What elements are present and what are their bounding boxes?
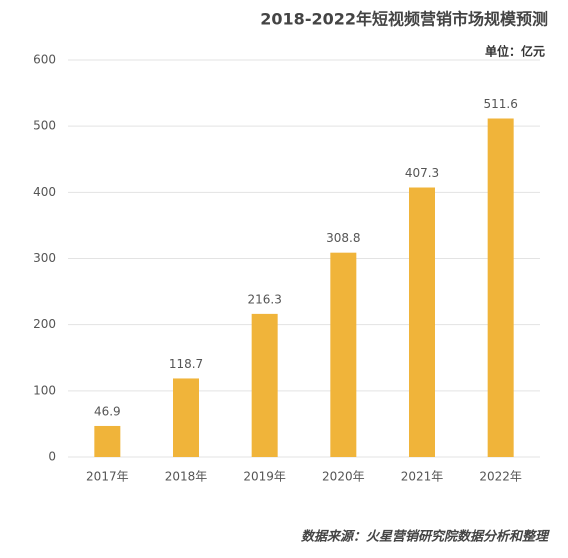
y-tick-label: 0 — [48, 450, 56, 464]
unit-label: 单位：亿元 — [485, 44, 545, 59]
x-tick-label: 2022年 — [479, 470, 522, 484]
source-note: 数据来源：火星营销研究院数据分析和整理 — [301, 529, 550, 545]
value-label: 216.3 — [247, 292, 281, 306]
value-label: 46.9 — [94, 404, 121, 418]
bar — [173, 378, 199, 457]
bar — [251, 313, 278, 457]
value-label: 407.3 — [405, 166, 439, 180]
x-tick-label: 2021年 — [401, 470, 444, 484]
y-tick-label: 100 — [33, 383, 56, 397]
x-tick-label: 2020年 — [322, 470, 365, 484]
value-label: 308.8 — [326, 231, 360, 245]
value-label: 511.6 — [483, 97, 517, 111]
bar — [330, 252, 357, 457]
bar — [409, 187, 435, 457]
bar — [487, 118, 514, 457]
y-tick-label: 600 — [33, 53, 56, 67]
value-label: 118.7 — [169, 357, 203, 371]
y-tick-label: 400 — [33, 185, 56, 199]
y-tick-label: 500 — [33, 119, 56, 133]
bar — [94, 425, 121, 457]
x-tick-label: 2018年 — [165, 470, 208, 484]
x-tick-label: 2019年 — [243, 470, 286, 484]
y-tick-label: 200 — [33, 317, 56, 331]
y-tick-label: 300 — [33, 251, 56, 265]
chart-title: 2018-2022年短视频营销市场规模预测 — [260, 10, 548, 29]
x-tick-label: 2017年 — [86, 470, 129, 484]
